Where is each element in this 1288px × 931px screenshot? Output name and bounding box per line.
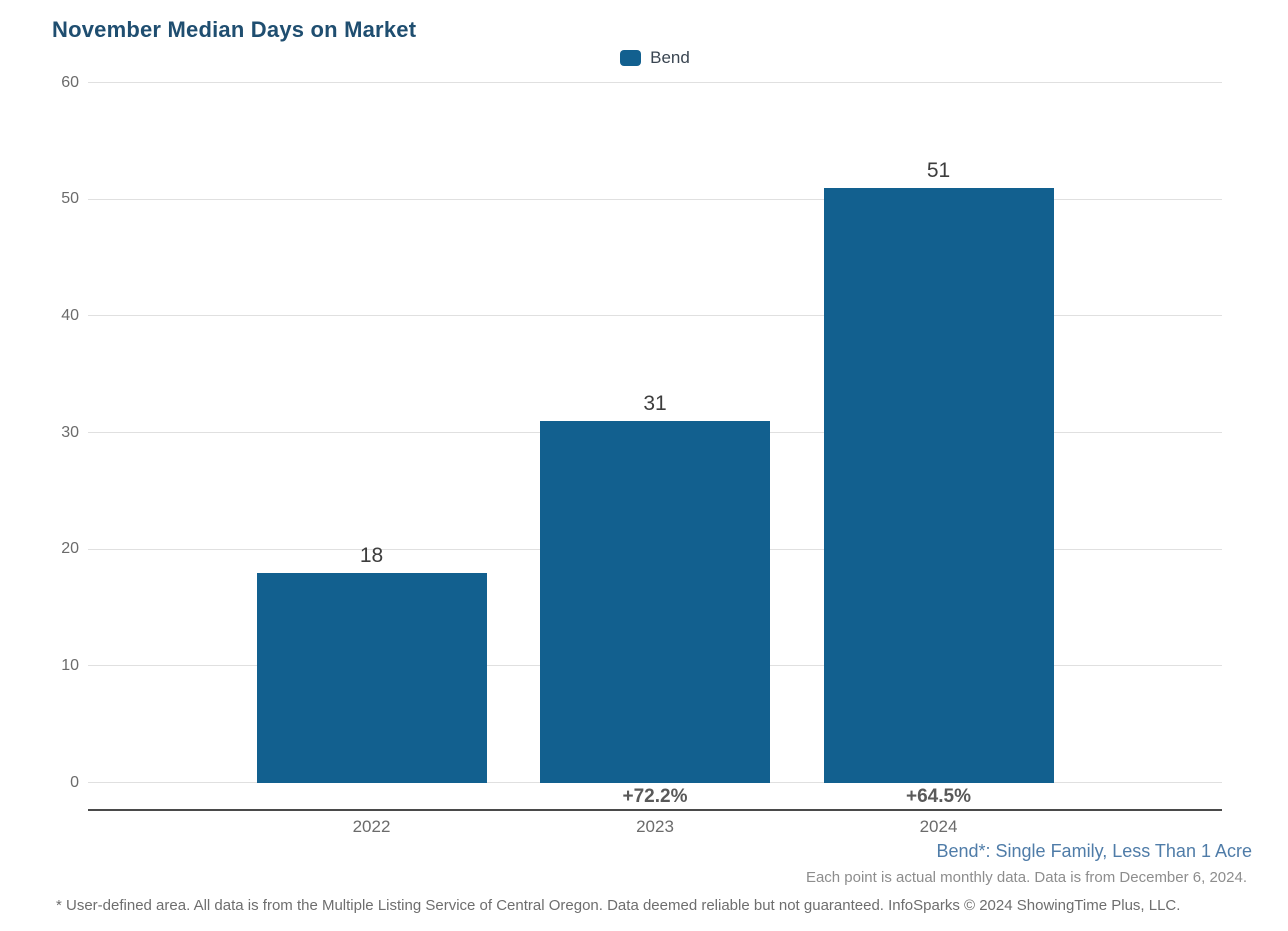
gridline-y-60: 60 (61, 74, 1222, 91)
bar-2024[interactable] (823, 188, 1054, 783)
disclaimer-text: * User-defined area. All data is from th… (56, 897, 1181, 914)
pct-change-label-2023: +72.2% (622, 786, 688, 807)
bar-group-2022: 18 2022 (256, 83, 487, 836)
data-freshness-note: Each point is actual monthly data. Data … (805, 869, 1247, 886)
y-tick-label-60: 60 (61, 73, 79, 91)
y-tick-label-40: 40 (61, 306, 79, 324)
y-tick-label-0: 0 (70, 773, 79, 791)
y-tick-label-30: 30 (61, 423, 79, 441)
pct-change-label-2024: +64.5% (906, 786, 971, 807)
bars-layer: 18 2022 31 +72.2% 2023 51 +64.5% 2024 (88, 83, 1222, 836)
bar-group-2023: 31 +72.2% 2023 (540, 83, 770, 836)
bar-2023[interactable] (540, 421, 770, 783)
bar-value-label-2023: 31 (643, 392, 667, 416)
legend-bend-label: Bend (650, 48, 690, 67)
chart-title: November Median Days on Market (52, 17, 417, 42)
bar-2022[interactable] (256, 573, 487, 783)
y-tick-label-50: 50 (61, 190, 79, 208)
series-definition-note: Bend*: Single Family, Less Than 1 Acre (936, 841, 1252, 861)
y-tick-label-10: 10 (61, 656, 79, 674)
y-tick-label-20: 20 (61, 540, 79, 558)
gridline-y-40: 40 (61, 307, 1222, 324)
x-axis-line (88, 809, 1222, 811)
bar-value-label-2024: 51 (926, 159, 951, 182)
legend: Bend (88, 48, 1222, 68)
x-tick-label-2022: 2022 (352, 817, 391, 836)
bar-chart-plot-area: 0 10 20 30 40 50 60 18 2022 31 +72.2% 2023 51 +64.5%… (61, 74, 1222, 836)
bar-value-label-2022: 18 (359, 544, 384, 567)
bar-group-2024: 51 +64.5% 2024 (823, 83, 1054, 836)
x-tick-label-2023: 2023 (636, 817, 674, 836)
x-tick-label-2024: 2024 (919, 817, 958, 836)
legend-bend-swatch (620, 50, 642, 66)
gridline-y-50: 50 (61, 190, 1222, 207)
